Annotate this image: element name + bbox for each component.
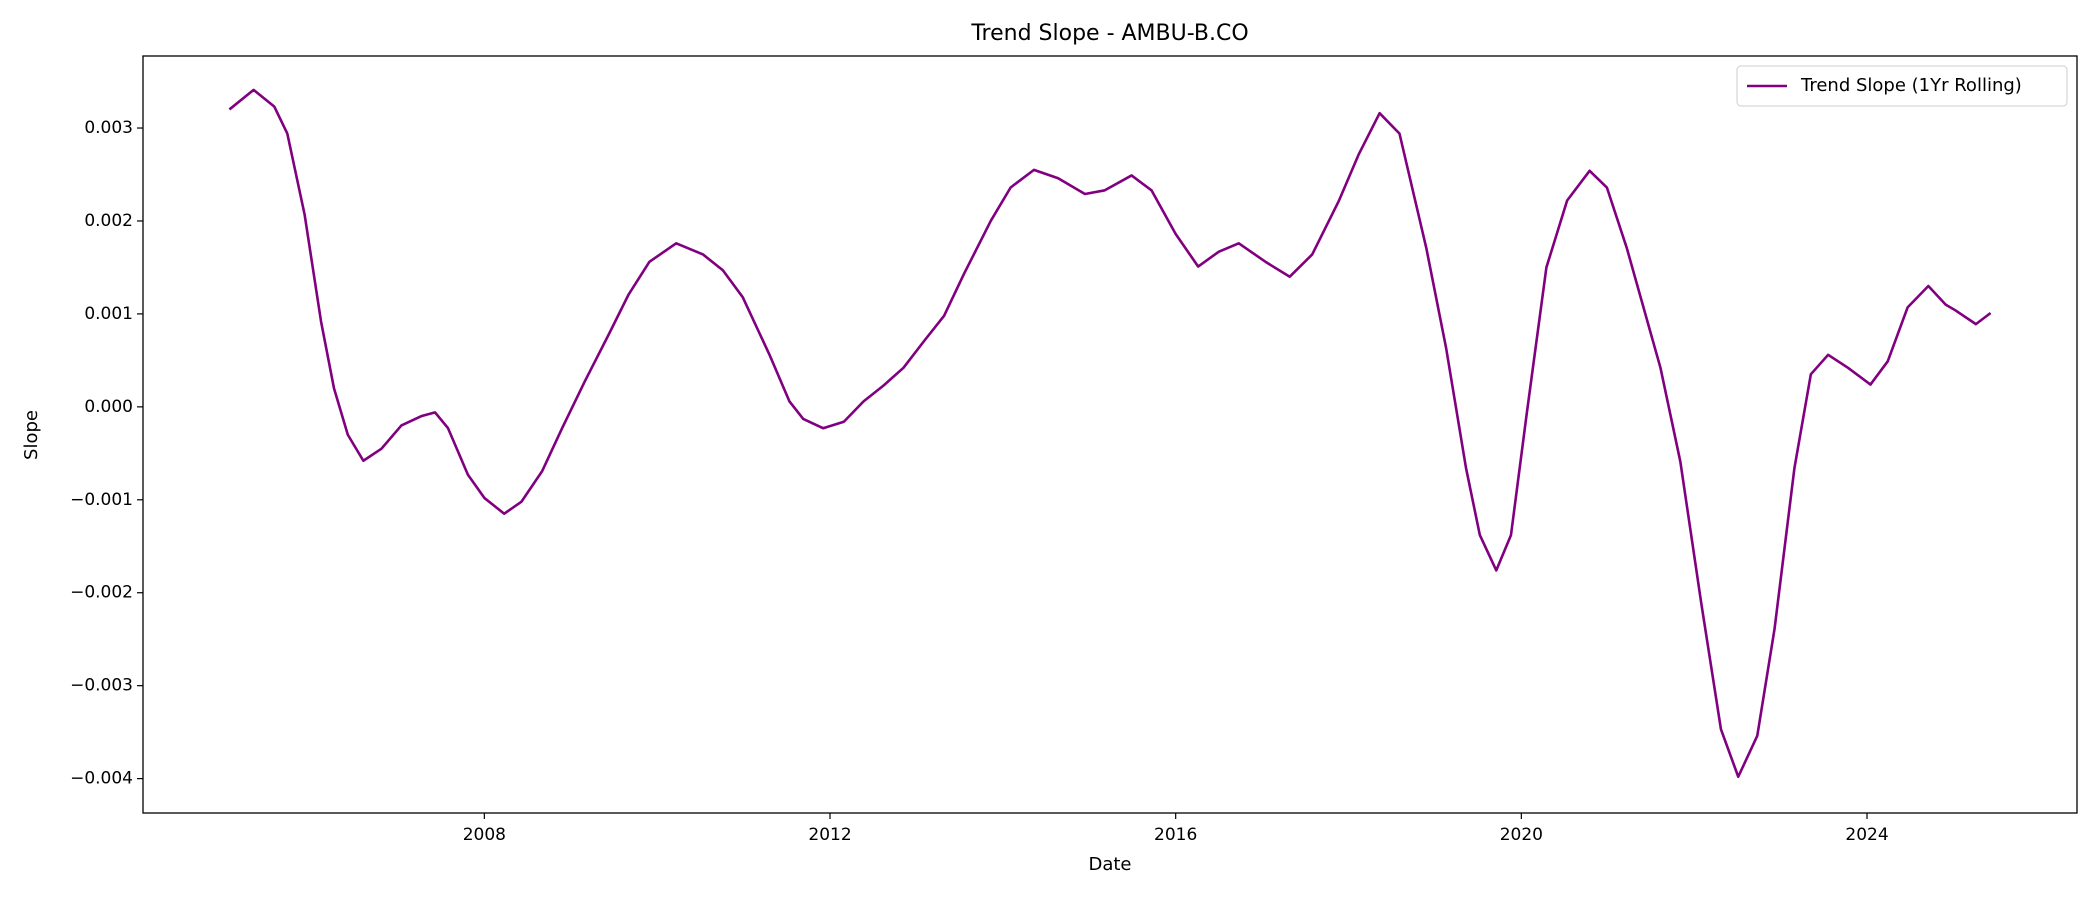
- chart-title: Trend Slope - AMBU-B.CO: [970, 21, 1248, 46]
- y-tick-label: 0.000: [84, 397, 133, 417]
- data-line: [228, 88, 1992, 779]
- plot-frame: [142, 55, 2078, 814]
- y-tick-label: −0.003: [70, 676, 133, 696]
- x-tick-label: 2016: [1154, 825, 1197, 845]
- y-tick-label: −0.004: [70, 769, 133, 789]
- x-axis-label: Date: [1088, 854, 1131, 875]
- legend-label: Trend Slope (1Yr Rolling): [1800, 75, 2022, 96]
- y-tick-label: −0.001: [70, 490, 133, 510]
- y-tick-label: 0.002: [84, 211, 133, 231]
- x-tick-label: 2012: [808, 825, 851, 845]
- y-tick-label: 0.001: [84, 304, 133, 324]
- legend-box: [1736, 65, 2068, 107]
- y-tick-label: 0.003: [84, 118, 133, 138]
- x-tick-label: 2020: [1500, 825, 1543, 845]
- x-tick-label: 2024: [1845, 825, 1888, 845]
- y-tick-label: −0.002: [70, 583, 133, 603]
- y-axis-label: Slope: [21, 410, 42, 460]
- x-tick-label: 2008: [463, 825, 506, 845]
